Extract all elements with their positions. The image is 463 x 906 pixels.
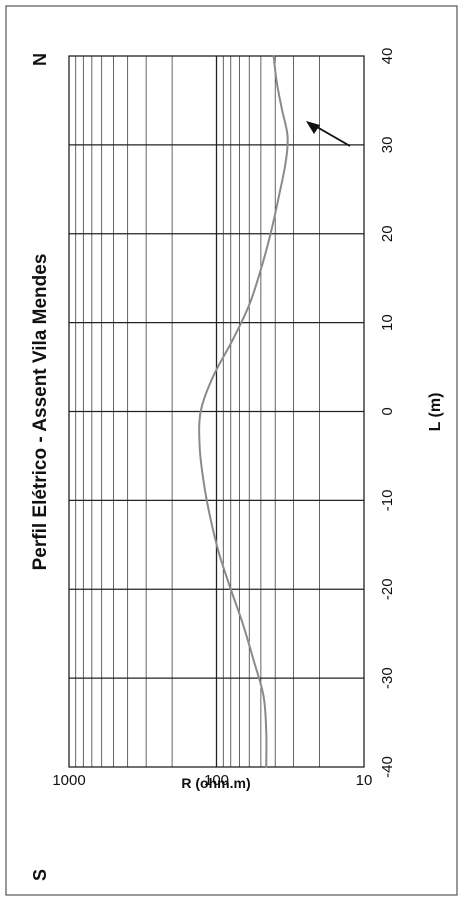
x-tick-label: 20 (379, 225, 396, 242)
x-tick-label: 30 (379, 137, 396, 154)
figure-border (5, 5, 458, 896)
data-point (209, 517, 212, 519)
data-point (265, 730, 268, 733)
corner-label-right: N (30, 53, 50, 66)
y-tick-label: 10 (356, 772, 373, 789)
series-group (198, 55, 289, 768)
series-line (198, 55, 289, 768)
x-tick-label: 0 (379, 407, 396, 415)
x-tick-label: 40 (379, 48, 396, 65)
annotation-arrow (306, 121, 351, 147)
data-point (231, 339, 234, 342)
data-point (276, 81, 278, 84)
x-tick-label: -30 (379, 667, 396, 689)
data-point (269, 232, 272, 235)
data-point (286, 135, 289, 137)
data-point (277, 197, 280, 199)
y-tick-label: 1000 (52, 772, 85, 789)
data-point (218, 552, 220, 555)
data-point (260, 268, 262, 271)
data-point (265, 766, 268, 768)
x-tick-labels: -40 -30 -20 -10 0 10 20 30 40 (379, 48, 396, 778)
data-point (198, 446, 201, 448)
x-tick-label: -10 (379, 490, 396, 512)
data-point (199, 410, 202, 413)
data-point (212, 375, 215, 377)
chart-title: Perfil Elétrico - Assent Vila Mendes (30, 254, 51, 571)
y-tick-labels: 10 100 1000 (52, 772, 372, 789)
x-grid (69, 144, 364, 679)
arrow-head (306, 121, 320, 134)
y-axis-label: R (ohm.m) (181, 775, 250, 791)
data-point (229, 588, 232, 591)
data-point (262, 695, 265, 697)
y-tick-label: 100 (204, 772, 229, 789)
x-tick-label: 10 (379, 314, 396, 331)
data-point (252, 659, 255, 662)
data-point (281, 108, 283, 111)
data-point (202, 481, 205, 484)
data-point (272, 55, 275, 57)
data-point (284, 161, 287, 164)
x-axis-label: L (m) (427, 393, 444, 432)
data-point (248, 304, 251, 306)
data-point (242, 623, 244, 626)
corner-label-left: S (30, 869, 50, 881)
x-tick-label: -20 (379, 578, 396, 600)
x-tick-label: -40 (379, 756, 396, 778)
